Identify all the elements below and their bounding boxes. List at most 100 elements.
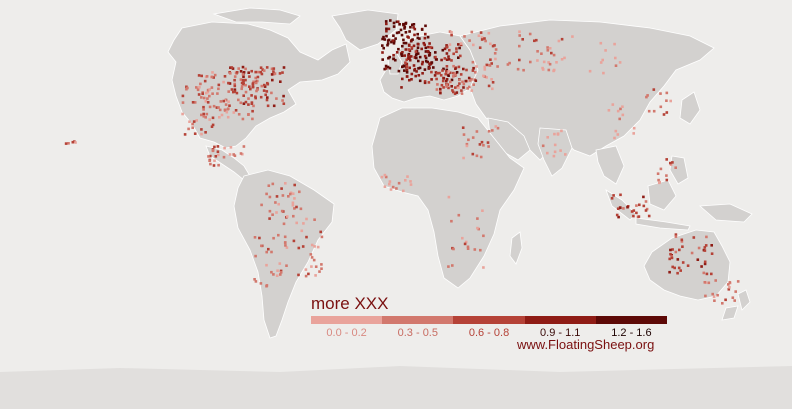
- density-dot: [472, 83, 475, 86]
- density-dot: [208, 159, 211, 162]
- density-dot: [665, 91, 669, 95]
- density-dot: [412, 64, 416, 67]
- density-dot: [282, 222, 286, 226]
- density-dot: [450, 85, 453, 88]
- density-dot: [212, 76, 215, 79]
- density-dot: [217, 87, 220, 91]
- density-dot: [447, 265, 450, 268]
- density-dot: [210, 86, 214, 89]
- density-dot: [279, 80, 282, 83]
- density-dot: [220, 113, 224, 117]
- density-dot: [697, 246, 701, 250]
- density-dot: [637, 215, 641, 218]
- density-dot: [471, 152, 475, 156]
- density-dot: [474, 71, 477, 74]
- density-dot: [228, 82, 232, 85]
- density-dot: [213, 73, 217, 77]
- density-dot: [553, 150, 557, 154]
- density-dot: [644, 200, 648, 203]
- density-dot: [560, 58, 564, 61]
- density-dot: [217, 83, 221, 87]
- density-dot: [614, 129, 618, 133]
- density-dot: [671, 248, 674, 251]
- density-dot: [665, 111, 669, 114]
- density-dot: [304, 268, 308, 271]
- density-dot: [721, 302, 724, 305]
- density-dot: [254, 254, 257, 258]
- density-dot: [467, 76, 471, 80]
- density-dot: [223, 75, 227, 78]
- density-dot: [548, 62, 552, 66]
- density-dot: [703, 262, 707, 266]
- density-dot: [313, 218, 316, 221]
- density-dot: [441, 69, 444, 72]
- density-dot: [714, 279, 717, 282]
- density-dot: [275, 97, 278, 100]
- density-dot: [428, 66, 431, 70]
- density-dot: [318, 270, 321, 273]
- density-dot: [461, 126, 465, 129]
- density-dot: [229, 146, 233, 149]
- density-dot: [413, 27, 417, 31]
- density-dot: [247, 113, 250, 116]
- density-dot: [265, 250, 268, 254]
- density-dot: [397, 181, 401, 185]
- density-dot: [494, 57, 497, 61]
- density-dot: [481, 209, 484, 212]
- density-dot: [384, 67, 388, 70]
- density-dot: [250, 94, 253, 97]
- density-dot: [395, 31, 399, 35]
- density-dot: [491, 87, 494, 91]
- density-dot: [450, 31, 453, 34]
- density-dot: [489, 42, 492, 46]
- density-dot: [420, 47, 423, 51]
- density-dot: [223, 146, 226, 150]
- density-dot: [647, 214, 651, 218]
- density-dot: [458, 82, 461, 85]
- density-dot: [400, 53, 403, 56]
- density-dot: [289, 192, 292, 196]
- density-dot: [397, 47, 400, 51]
- density-dot: [480, 36, 484, 39]
- density-dot: [615, 213, 619, 217]
- density-dot: [250, 102, 254, 105]
- density-dot: [452, 247, 455, 251]
- density-dot: [398, 23, 401, 26]
- density-dot: [206, 101, 210, 104]
- density-dot: [281, 71, 284, 74]
- density-dot: [383, 185, 387, 188]
- legend: more XXX 0.0 - 0.2 0.3 - 0.5 0.6 - 0.8 0…: [311, 295, 668, 339]
- density-dot: [386, 65, 390, 69]
- density-dot: [212, 104, 216, 108]
- density-dot: [559, 149, 562, 152]
- density-dot: [518, 58, 521, 62]
- density-dot: [475, 65, 478, 68]
- density-dot: [268, 195, 272, 199]
- madagascar: [509, 231, 523, 265]
- density-dot: [292, 239, 296, 243]
- density-dot: [249, 87, 252, 91]
- density-dot: [389, 19, 392, 22]
- density-dot: [211, 149, 215, 152]
- density-dot: [560, 37, 564, 41]
- density-dot: [309, 253, 313, 256]
- density-dot: [233, 88, 237, 91]
- density-dot: [313, 245, 316, 248]
- density-dot: [71, 140, 75, 144]
- density-dot: [267, 184, 271, 187]
- density-dot: [707, 281, 711, 285]
- density-dot: [415, 52, 418, 55]
- density-dot: [622, 207, 625, 210]
- density-dot: [261, 68, 264, 71]
- density-dot: [460, 92, 464, 95]
- density-dot: [700, 265, 703, 268]
- density-dot: [474, 79, 478, 82]
- density-dot: [292, 214, 295, 218]
- density-dot: [409, 180, 412, 183]
- density-dot: [232, 90, 235, 94]
- density-dot: [181, 112, 184, 116]
- density-dot: [284, 244, 287, 247]
- density-dot: [266, 96, 269, 99]
- density-dot: [387, 56, 390, 60]
- density-dot: [254, 96, 257, 100]
